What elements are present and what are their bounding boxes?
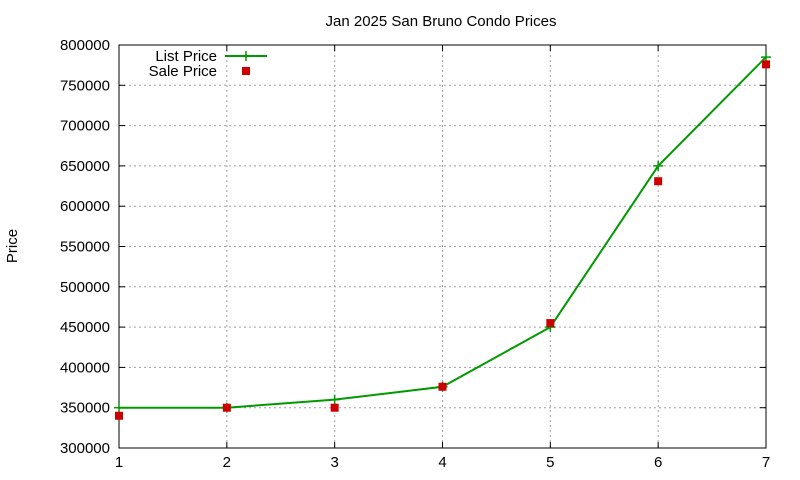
x-tick-label: 3 xyxy=(330,454,338,471)
x-tick-label: 1 xyxy=(115,454,123,471)
x-tick-label: 5 xyxy=(546,454,554,471)
x-tick-label: 7 xyxy=(762,454,770,471)
y-tick-label: 350000 xyxy=(60,400,110,417)
y-tick-label: 500000 xyxy=(60,279,110,296)
y-axis-ticks: 300000 350000 400000 450000 500000 550000 6000… xyxy=(60,37,766,457)
sale-price-point xyxy=(546,319,555,328)
x-tick-label: 6 xyxy=(654,454,662,471)
legend-marker-sale-price xyxy=(242,67,250,75)
y-tick-label: 650000 xyxy=(60,158,110,175)
x-tick-label: 2 xyxy=(223,454,231,471)
y-axis-label: Price xyxy=(4,229,21,263)
list-price-point xyxy=(653,160,664,171)
plot-frame xyxy=(118,44,767,449)
y-tick-label: 450000 xyxy=(60,319,110,336)
list-price-point xyxy=(114,402,124,413)
y-tick-label: 750000 xyxy=(60,77,110,94)
sale-price-point xyxy=(330,403,339,412)
y-tick-label: 400000 xyxy=(60,359,110,376)
chart-title: Jan 2025 San Bruno Condo Prices xyxy=(326,13,557,30)
sale-price-point xyxy=(654,177,663,186)
y-tick-label: 300000 xyxy=(60,440,110,457)
x-tick-label: 4 xyxy=(438,454,446,471)
y-tick-label: 550000 xyxy=(60,239,110,256)
legend-label-list-price: List Price xyxy=(155,48,217,65)
y-tick-label: 700000 xyxy=(60,118,110,135)
grid xyxy=(119,45,766,448)
sale-price-point xyxy=(762,60,770,69)
legend-label-sale-price: Sale Price xyxy=(149,63,217,80)
sale-price-point xyxy=(438,382,447,391)
series xyxy=(114,52,771,420)
list-price-point xyxy=(329,394,340,405)
y-tick-label: 800000 xyxy=(60,37,110,54)
y-tick-label: 600000 xyxy=(60,198,110,215)
sale-price-point xyxy=(222,403,231,412)
sale-price-point xyxy=(115,411,123,420)
